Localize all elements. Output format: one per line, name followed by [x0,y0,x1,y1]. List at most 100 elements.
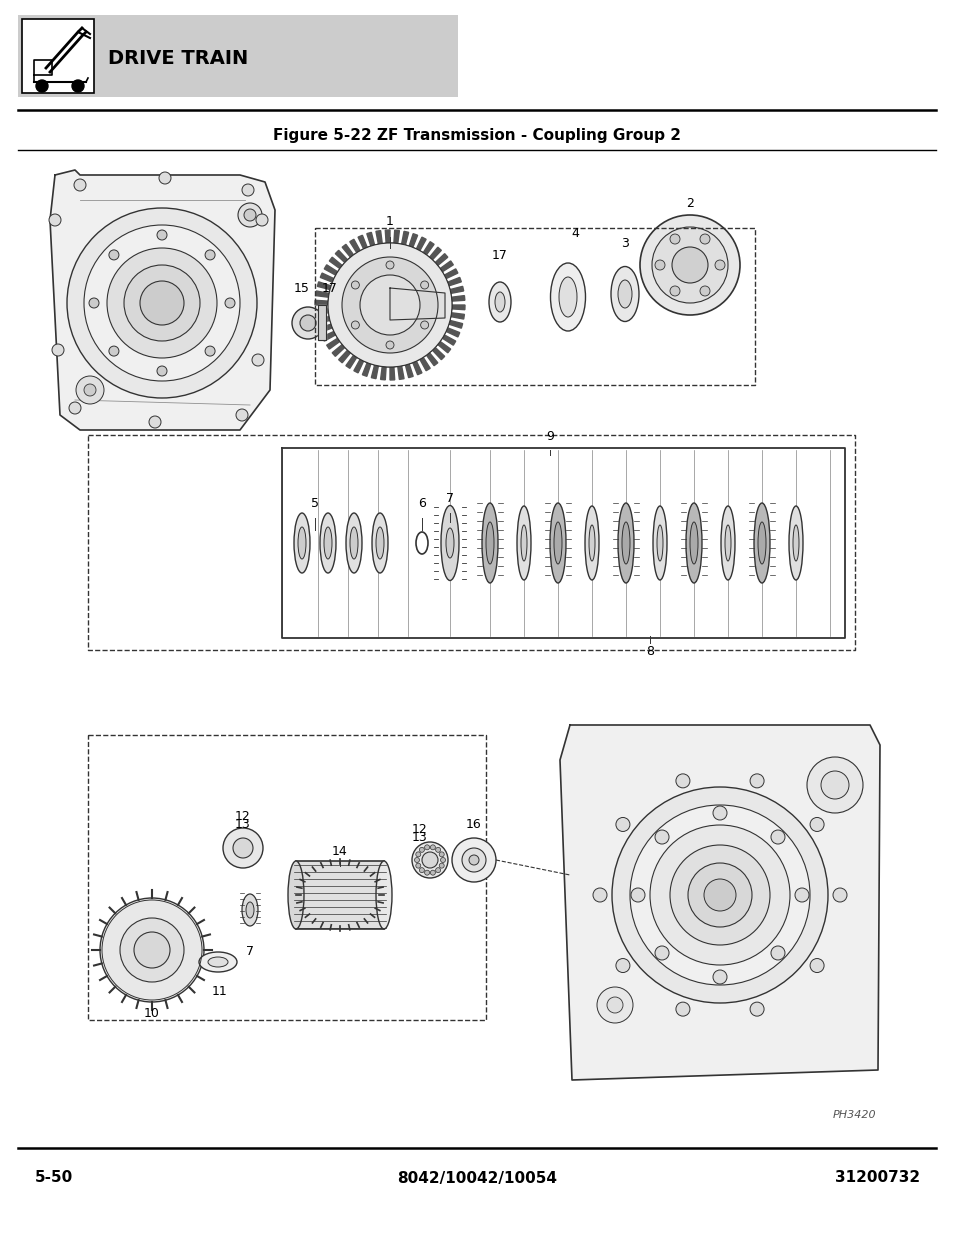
Text: 13: 13 [234,818,251,831]
Bar [295,861,384,929]
Polygon shape [326,338,339,350]
Ellipse shape [319,513,335,573]
Circle shape [420,282,428,289]
Circle shape [649,825,789,965]
Circle shape [89,298,99,308]
Ellipse shape [517,506,531,580]
Polygon shape [447,278,461,285]
Circle shape [419,847,424,852]
Polygon shape [322,331,335,341]
Circle shape [452,839,496,882]
Polygon shape [332,345,344,357]
Ellipse shape [550,503,565,583]
Polygon shape [423,242,434,254]
Ellipse shape [350,527,357,559]
Circle shape [76,375,104,404]
Circle shape [612,787,827,1003]
Text: 11: 11 [212,986,228,998]
Circle shape [593,888,606,902]
Polygon shape [357,235,367,249]
Circle shape [616,958,629,972]
Circle shape [806,757,862,813]
Ellipse shape [481,503,497,583]
Polygon shape [405,364,413,378]
Text: 12: 12 [234,810,251,823]
Circle shape [469,855,478,864]
Ellipse shape [588,525,595,561]
Ellipse shape [520,525,526,561]
Polygon shape [329,257,342,268]
Text: 15: 15 [294,282,310,295]
Circle shape [233,839,253,858]
Text: PH3420: PH3420 [832,1110,876,1120]
Circle shape [255,214,268,226]
Circle shape [794,888,808,902]
Text: 14: 14 [332,845,348,858]
Circle shape [412,842,448,878]
Polygon shape [449,320,462,329]
Circle shape [712,969,726,984]
Polygon shape [452,305,464,310]
Ellipse shape [689,522,698,564]
Ellipse shape [610,267,639,321]
Text: 1: 1 [386,215,394,228]
Circle shape [424,845,429,850]
Circle shape [237,203,262,227]
Ellipse shape [294,513,310,573]
Circle shape [225,298,234,308]
Text: 13: 13 [412,831,428,844]
Circle shape [655,946,668,960]
Circle shape [714,261,724,270]
Ellipse shape [657,525,662,561]
Circle shape [109,249,119,259]
Ellipse shape [652,506,666,580]
Circle shape [461,848,485,872]
Ellipse shape [375,527,384,559]
Circle shape [328,243,452,367]
Circle shape [639,215,740,315]
Circle shape [49,214,61,226]
Polygon shape [335,251,347,263]
Polygon shape [450,287,463,294]
Text: 7: 7 [446,492,454,505]
Polygon shape [346,356,356,368]
Circle shape [120,918,184,982]
Polygon shape [315,291,329,298]
Polygon shape [451,312,464,319]
Circle shape [440,857,445,862]
Polygon shape [316,316,330,324]
Polygon shape [380,367,386,380]
Ellipse shape [246,902,253,918]
Circle shape [157,366,167,375]
Circle shape [770,946,784,960]
Text: 16: 16 [466,818,481,831]
Polygon shape [419,357,430,370]
Ellipse shape [720,506,734,580]
Circle shape [676,1002,689,1016]
Ellipse shape [242,894,257,926]
Polygon shape [50,170,274,430]
Text: 12: 12 [412,823,428,836]
Polygon shape [324,264,337,275]
Circle shape [416,852,420,857]
Circle shape [616,818,629,831]
Text: 17: 17 [492,249,507,262]
Text: 17: 17 [322,282,337,295]
Circle shape [438,863,444,868]
Polygon shape [446,327,459,337]
Polygon shape [416,237,426,251]
Circle shape [651,227,727,303]
Polygon shape [350,240,359,253]
Circle shape [328,243,452,367]
Circle shape [386,261,394,269]
Polygon shape [394,230,399,243]
Circle shape [100,898,204,1002]
Circle shape [159,172,171,184]
Polygon shape [367,232,375,246]
Text: 2: 2 [685,198,693,210]
Circle shape [149,416,161,429]
Circle shape [351,282,359,289]
Ellipse shape [554,522,561,564]
Circle shape [655,261,664,270]
Circle shape [700,287,709,296]
